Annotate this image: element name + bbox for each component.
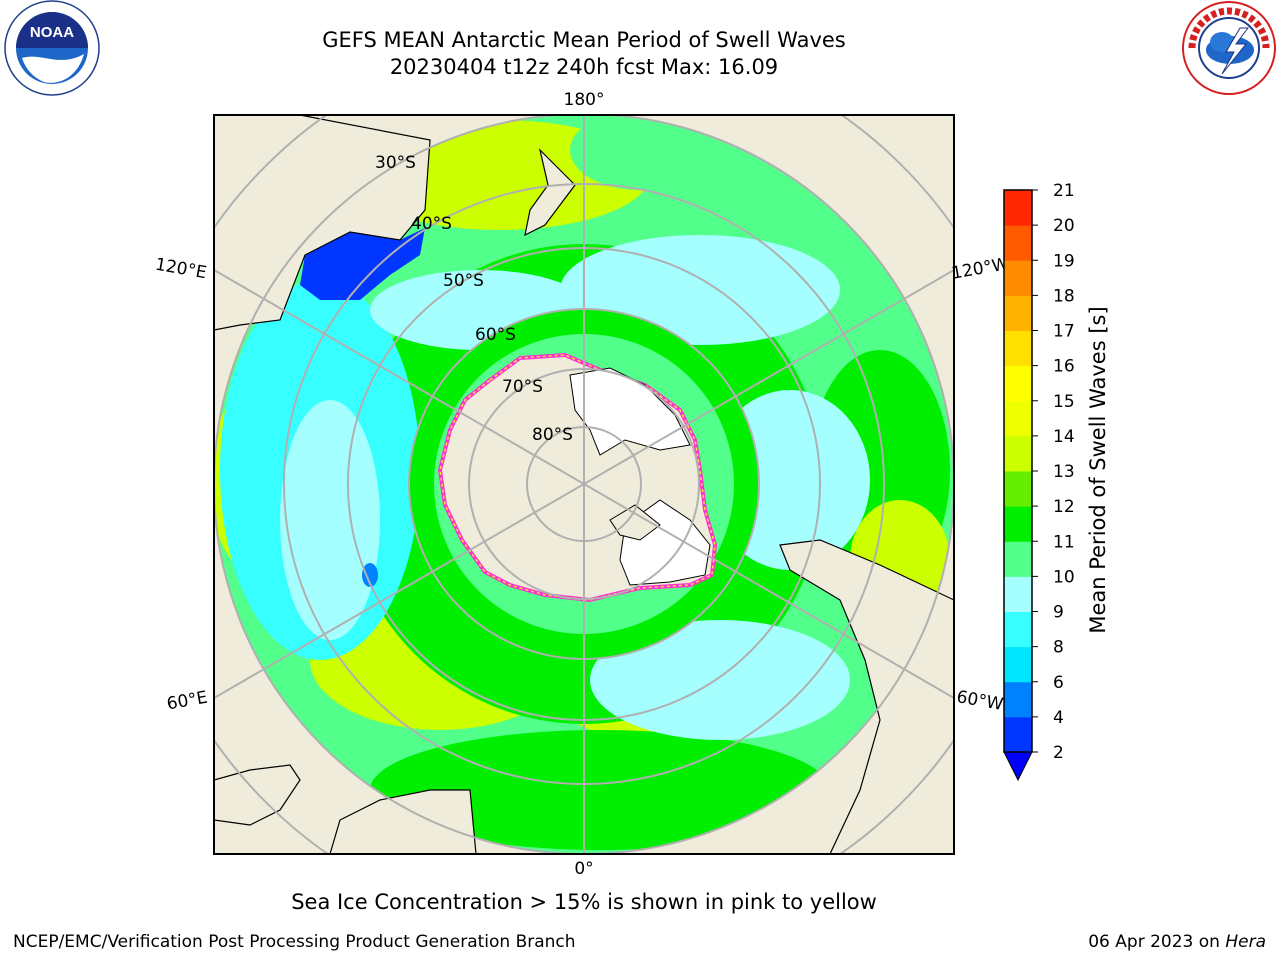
lon-label: 180°: [564, 90, 605, 110]
colorbar-tick-label: 4: [1053, 708, 1064, 728]
map-frame: [213, 114, 955, 855]
colorbar-segment: [1004, 190, 1032, 226]
colorbar-tick-label: 13: [1053, 462, 1075, 482]
colorbar-segment: [1004, 471, 1032, 507]
lon-label: 60°W: [955, 687, 1005, 715]
colorbar-segment: [1004, 611, 1032, 648]
colorbar-tick-label: 18: [1053, 286, 1075, 306]
meridian-120w: [583, 269, 954, 485]
colorbar-tick-label: 9: [1053, 603, 1064, 623]
meridian-60e: [214, 483, 585, 699]
lat-label: 40°S: [411, 214, 452, 234]
colorbar-tick-label: 19: [1053, 251, 1075, 271]
svg-text:NOAA: NOAA: [30, 24, 74, 41]
colorbar-tick-label: 11: [1053, 532, 1075, 552]
meridian-120e: [214, 269, 585, 485]
swell-patch: [362, 563, 378, 587]
colorbar-segment: [1004, 330, 1032, 367]
colorbar-tick-label: 10: [1053, 567, 1075, 587]
graticule: [214, 115, 954, 854]
sea-ice-note: Sea Ice Concentration > 15% is shown in …: [291, 890, 877, 914]
colorbar-segment: [1004, 435, 1032, 472]
lat-label: 30°S: [375, 153, 416, 173]
colorbar-segment: [1004, 541, 1032, 577]
antarctic-peninsula-land: [609, 504, 661, 541]
footer-date-text: 06 Apr 2023 on: [1088, 932, 1226, 952]
noaa-logo: NOAA: [0, 0, 104, 104]
colorbar-segment: [1004, 506, 1032, 542]
lon-label: 0°: [574, 859, 593, 879]
colorbar-segment: [1004, 225, 1032, 261]
footer-host: Hera: [1225, 932, 1266, 952]
madagascar-land: [214, 764, 301, 826]
meridian-60w: [583, 483, 954, 699]
lat-label: 60°S: [475, 325, 516, 345]
colorbar-segment: [1004, 716, 1032, 753]
lon-label: 120°W: [950, 254, 1011, 284]
footer-date: 06 Apr 2023 on Hera: [1088, 932, 1266, 952]
swell-patch: [370, 730, 830, 850]
colorbar-tick-label: 20: [1053, 216, 1075, 236]
colorbar-tick-label: 2: [1053, 743, 1064, 763]
swell-patch: [280, 400, 380, 640]
lat-label: 80°S: [532, 425, 573, 445]
nws-logo: [1178, 0, 1280, 104]
africa-land: [329, 789, 477, 854]
colorbar-tick-label: 8: [1053, 638, 1064, 658]
colorbar-segment: [1004, 681, 1032, 718]
new-zealand-land: [524, 148, 576, 237]
colorbar-tick-label: 16: [1053, 357, 1075, 377]
colorbar-segment: [1004, 260, 1032, 296]
colorbar: 2 4 6 8 9 10 11 12 13 14 15 16 17 18 19 20 21: [1003, 181, 1075, 782]
lat-label: 70°S: [502, 377, 543, 397]
lat-label: 50°S: [443, 271, 484, 291]
colorbar-tick-label: 21: [1053, 181, 1075, 201]
colorbar-tick-label: 6: [1053, 673, 1064, 693]
colorbar-label: Mean Period of Swell Waves [s]: [1086, 306, 1110, 633]
colorbar-extend: [1003, 751, 1033, 782]
colorbar-tick-label: 14: [1053, 427, 1075, 447]
lon-label: 120°E: [154, 255, 208, 284]
swell-patch: [300, 228, 425, 300]
lon-label: 60°E: [165, 688, 209, 715]
colorbar-tick-label: 17: [1053, 322, 1075, 342]
colorbar-segment: [1004, 295, 1032, 331]
colorbar-segment: [1004, 646, 1032, 683]
south-america-land: [779, 539, 954, 854]
colorbar-segment: [1004, 400, 1032, 437]
footer-credit: NCEP/EMC/Verification Post Processing Pr…: [13, 932, 576, 952]
colorbar-segment: [1004, 576, 1032, 612]
colorbar-tick-label: 15: [1053, 392, 1075, 412]
colorbar-segment: [1004, 365, 1032, 402]
colorbar-tick-label: 12: [1053, 497, 1075, 517]
swell-patch: [570, 115, 710, 190]
chart-title: GEFS MEAN Antarctic Mean Period of Swell…: [322, 28, 846, 52]
chart-subtitle: 20230404 t12z 240h fcst Max: 16.09: [389, 55, 779, 79]
